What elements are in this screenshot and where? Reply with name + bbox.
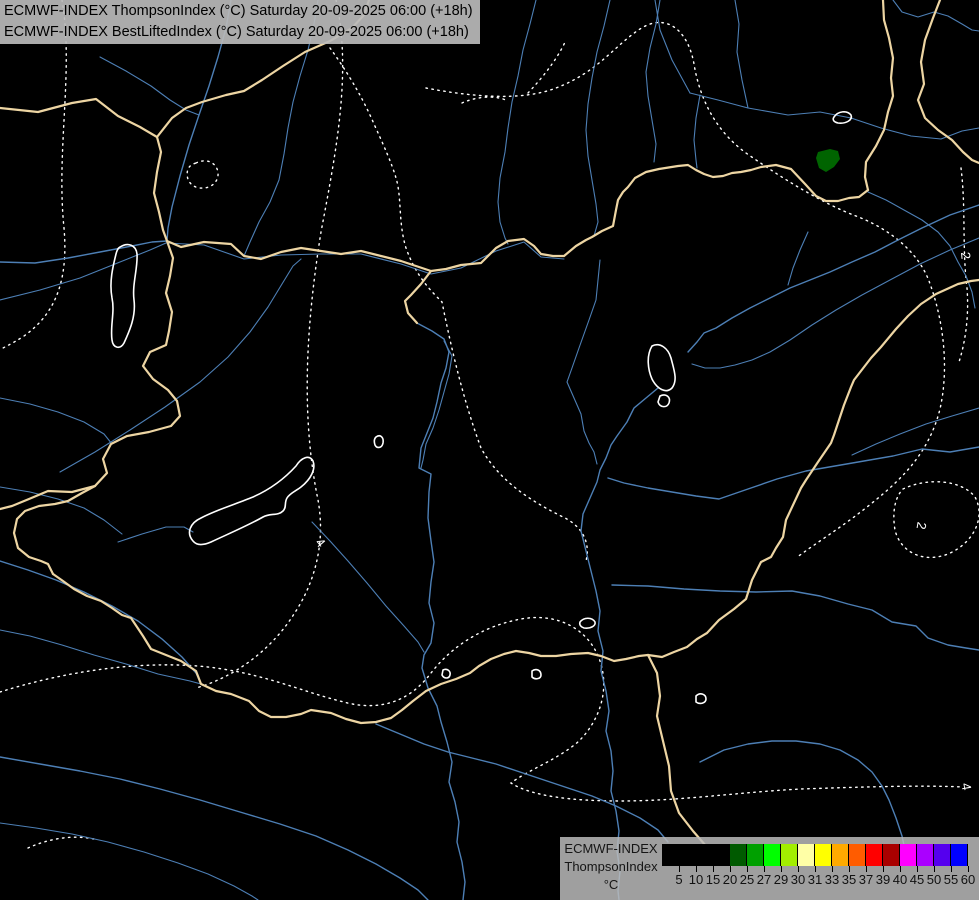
legend-cell — [798, 844, 815, 866]
legend-cell — [883, 844, 900, 866]
legend-tick-label: 5 — [675, 872, 683, 887]
map-title-box: ECMWF-INDEX ThompsonIndex (°C) Saturday … — [0, 0, 480, 44]
legend-tick — [883, 866, 884, 872]
legend-tick-labels: 5 10 15 20 25 27 29 30 31 33 35 37 39 40 45 50 55 60 — [662, 872, 979, 888]
legend: ECMWF-INDEX ThompsonIndex °C 5 10 15 20 25 27… — [560, 837, 979, 900]
legend-tick-label: 27 — [756, 872, 772, 887]
legend-ticks — [662, 866, 969, 872]
legend-cell — [951, 844, 968, 866]
legend-cell — [764, 844, 781, 866]
legend-tick — [679, 866, 680, 872]
legend-tick-label: 45 — [909, 872, 925, 887]
contour-value-labels: 2 2 4 4 — [312, 251, 974, 791]
legend-unit: °C — [603, 877, 619, 892]
legend-cell — [934, 844, 951, 866]
contour-lines — [0, 0, 979, 849]
legend-cell — [849, 844, 866, 866]
legend-cell — [730, 844, 747, 866]
lake-outlines — [110, 111, 853, 705]
legend-tick-label: 31 — [807, 872, 823, 887]
legend-tick-label: 33 — [824, 872, 840, 887]
title-best-lifted-index: ECMWF-INDEX BestLiftedIndex (°C) Saturda… — [4, 23, 469, 40]
contour-label: 2 — [958, 251, 974, 260]
legend-tick — [849, 866, 850, 872]
legend-cell — [917, 844, 934, 866]
contour-label: 4 — [958, 782, 974, 792]
legend-tick-label: 39 — [875, 872, 891, 887]
contour-label: 4 — [312, 535, 328, 550]
legend-tick — [730, 866, 731, 872]
legend-tick — [866, 866, 867, 872]
legend-title-block: ECMWF-INDEX ThompsonIndex °C — [560, 840, 662, 894]
legend-tick-label: 29 — [773, 872, 789, 887]
legend-tick — [934, 866, 935, 872]
legend-tick — [696, 866, 697, 872]
legend-cell — [781, 844, 798, 866]
lake-balaton — [188, 456, 315, 546]
lake-ferto — [110, 243, 138, 349]
legend-tick-label: 35 — [841, 872, 857, 887]
legend-tick — [764, 866, 765, 872]
legend-tick — [968, 866, 969, 872]
legend-tick-label: 37 — [858, 872, 874, 887]
legend-tick — [832, 866, 833, 872]
thompson-index-patch — [816, 149, 840, 172]
legend-tick — [798, 866, 799, 872]
legend-colorbar — [662, 844, 968, 866]
legend-cell — [713, 844, 730, 866]
legend-cell — [747, 844, 764, 866]
legend-tick — [747, 866, 748, 872]
legend-tick-label: 25 — [739, 872, 755, 887]
lake-tisza — [647, 343, 676, 392]
legend-model-name: ECMWF-INDEX — [564, 841, 658, 856]
legend-tick — [781, 866, 782, 872]
legend-cell — [815, 844, 832, 866]
legend-cell — [679, 844, 696, 866]
legend-tick-label: 40 — [892, 872, 908, 887]
title-thompson-index: ECMWF-INDEX ThompsonIndex (°C) Saturday … — [4, 3, 473, 19]
legend-tick-label: 50 — [926, 872, 942, 887]
legend-tick — [713, 866, 714, 872]
legend-tick-label: 60 — [960, 872, 976, 887]
legend-tick — [900, 866, 901, 872]
country-borders — [0, 0, 979, 868]
contour-label: 2 — [914, 521, 930, 531]
legend-tick-label: 55 — [943, 872, 959, 887]
legend-tick — [815, 866, 816, 872]
legend-cell — [866, 844, 883, 866]
legend-index-name: ThompsonIndex — [564, 859, 658, 874]
legend-cell — [696, 844, 713, 866]
legend-cell — [832, 844, 849, 866]
legend-tick — [917, 866, 918, 872]
legend-cell — [900, 844, 917, 866]
legend-tick-label: 15 — [705, 872, 721, 887]
legend-tick-label: 10 — [688, 872, 704, 887]
legend-tick — [951, 866, 952, 872]
lake-velence — [578, 617, 596, 629]
lake-ne-small — [832, 111, 853, 124]
legend-tick-label: 20 — [722, 872, 738, 887]
legend-cell — [662, 844, 679, 866]
legend-tick-label: 30 — [790, 872, 806, 887]
